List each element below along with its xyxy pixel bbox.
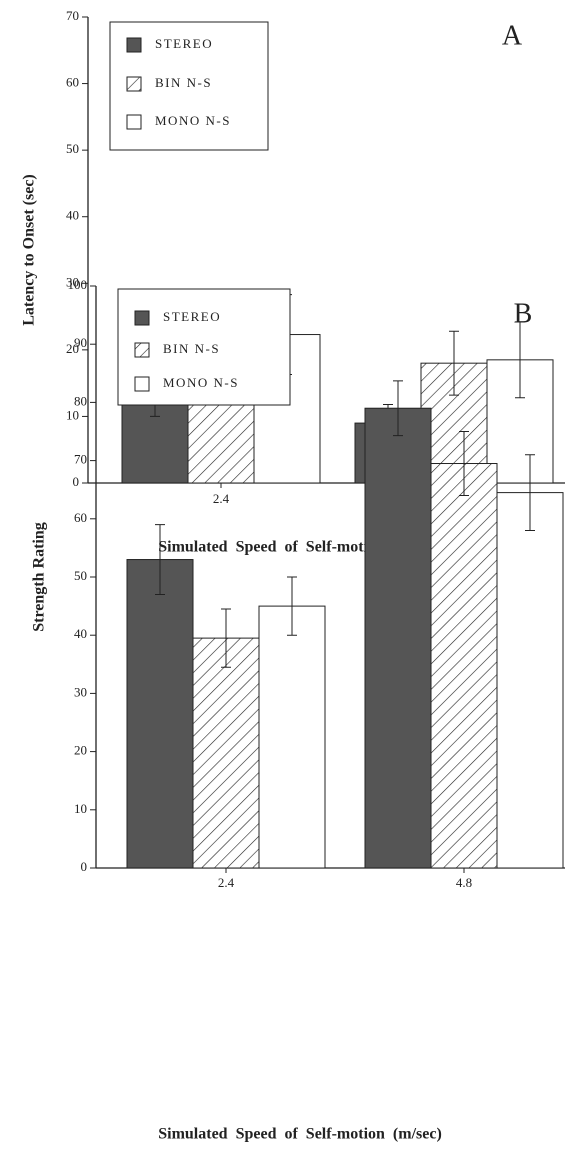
y-tick-label: 20: [74, 743, 87, 758]
legend-label: BIN N-S: [163, 341, 220, 356]
y-tick-label: 70: [66, 8, 79, 23]
bar: [126, 559, 194, 869]
error-bar: [459, 431, 469, 497]
bar: [430, 463, 498, 869]
y-tick-label: 50: [74, 568, 87, 583]
error-bar: [515, 321, 525, 399]
panel-label: A: [502, 20, 523, 51]
bar: [364, 407, 432, 869]
y-tick-label: 40: [74, 626, 87, 641]
y-tick-label: 60: [66, 75, 79, 90]
legend-swatch: [126, 114, 142, 130]
legend-swatch: [126, 37, 142, 53]
y-tick-label: 20: [66, 341, 79, 356]
x-axis-label: Simulated Speed of Self-motion (m/sec): [158, 1126, 442, 1143]
legend-label: BIN N-S: [155, 75, 212, 90]
legend-label: STEREO: [163, 309, 221, 324]
y-tick-label: 80: [74, 393, 87, 408]
bar: [496, 492, 564, 869]
legend-swatch: [134, 376, 150, 392]
y-tick-label: 30: [74, 684, 87, 699]
error-bar: [449, 330, 459, 396]
error-bar: [393, 380, 403, 437]
legend-swatch: [134, 342, 150, 358]
y-axis-label: Strength Rating: [31, 522, 48, 632]
legend-swatch: [126, 76, 142, 92]
y-tick-label: 100: [68, 277, 88, 292]
error-bar: [287, 576, 297, 636]
legend-label: STEREO: [155, 36, 213, 51]
y-tick-label: 40: [66, 208, 79, 223]
y-tick-label: 0: [73, 474, 80, 489]
legend-swatch: [134, 310, 150, 326]
error-bar: [155, 524, 165, 595]
y-axis-label: Latency to Onset (sec): [21, 174, 38, 326]
legend-label: MONO N-S: [163, 375, 239, 390]
bar: [258, 605, 326, 869]
y-tick-label: 30: [66, 274, 79, 289]
x-tick-label: 2.4: [218, 875, 235, 890]
y-tick-label: 90: [74, 335, 87, 350]
panel-label: B: [514, 298, 533, 329]
x-tick-label: 2.4: [213, 491, 230, 506]
legend-label: MONO N-S: [155, 113, 231, 128]
y-tick-label: 10: [74, 801, 87, 816]
y-tick-label: 10: [66, 407, 79, 422]
y-tick-label: 0: [81, 859, 88, 874]
y-tick-label: 70: [74, 452, 87, 467]
error-bar: [525, 454, 535, 531]
x-tick-label: 4.8: [456, 875, 472, 890]
error-bar: [221, 608, 231, 668]
bar: [192, 637, 260, 869]
y-tick-label: 60: [74, 510, 87, 525]
y-tick-label: 50: [66, 141, 79, 156]
